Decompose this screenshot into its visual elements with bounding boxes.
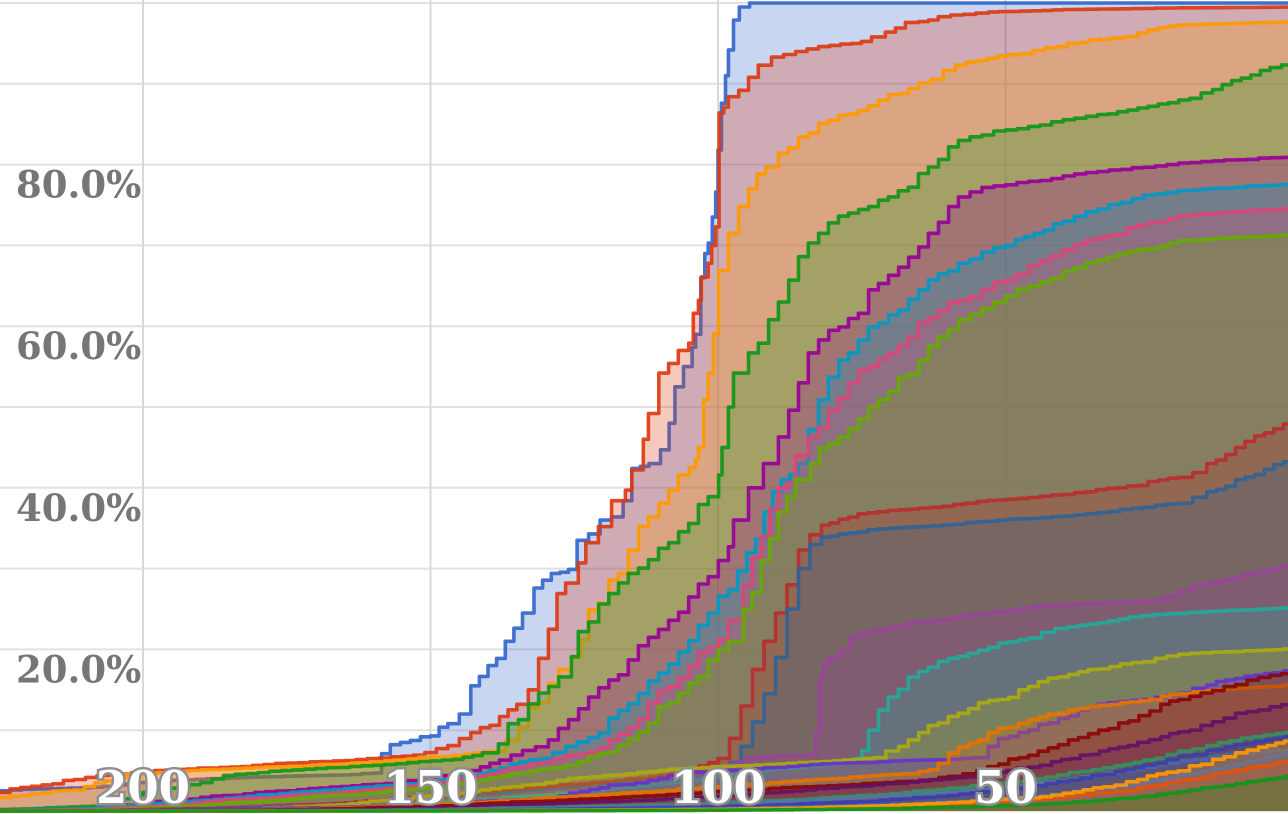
series-area-series-08 <box>0 235 1288 811</box>
series-area-series-10 <box>0 461 1288 811</box>
series-area-series-20 <box>0 736 1288 811</box>
series-line-series-01 <box>0 1 1288 793</box>
series-area-series-24 <box>0 776 1288 811</box>
series-line-series-05 <box>0 155 1288 812</box>
x-axis-label-100: 100 <box>671 761 765 814</box>
x-axis-label-200: 200 <box>96 761 190 814</box>
x-axis-label-50: 50 <box>974 761 1037 814</box>
series-area-series-02 <box>0 7 1288 811</box>
y-axis-label-40.0%: 40.0% <box>16 486 141 530</box>
series-line-series-08 <box>0 233 1288 813</box>
series-area-series-04 <box>0 64 1288 811</box>
series-area-series-21 <box>0 753 1288 811</box>
x-axis-label-150: 150 <box>384 761 478 814</box>
series-area-series-06 <box>0 184 1288 811</box>
series-area-series-23 <box>0 741 1288 811</box>
series-line-series-07 <box>0 206 1288 813</box>
series-line-series-24 <box>0 774 1288 813</box>
series-area-series-15 <box>0 685 1288 811</box>
series-area-series-01 <box>0 3 1288 811</box>
y-axis-label-20.0%: 20.0% <box>16 647 141 691</box>
series-area-series-17 <box>0 704 1288 811</box>
series-area-series-11 <box>0 565 1288 811</box>
y-axis-label-80.0%: 80.0% <box>16 163 141 207</box>
axis-labels-layer: 80.0% 60.0% 40.0% 20.0% 200 150 100 50 <box>16 163 1039 814</box>
series-line-series-04 <box>0 63 1288 812</box>
series-line-series-03 <box>0 20 1288 800</box>
series-area-series-07 <box>0 208 1288 811</box>
series-area-series-22 <box>0 761 1288 811</box>
y-axis-label-60.0%: 60.0% <box>16 324 141 368</box>
series-area-series-03 <box>0 22 1288 811</box>
series-area-series-13 <box>0 648 1288 811</box>
series-area-series-12 <box>0 607 1288 811</box>
